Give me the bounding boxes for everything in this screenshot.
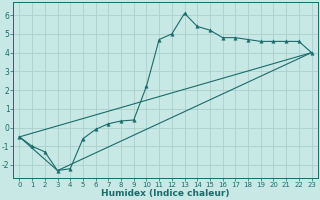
X-axis label: Humidex (Indice chaleur): Humidex (Indice chaleur) <box>101 189 230 198</box>
